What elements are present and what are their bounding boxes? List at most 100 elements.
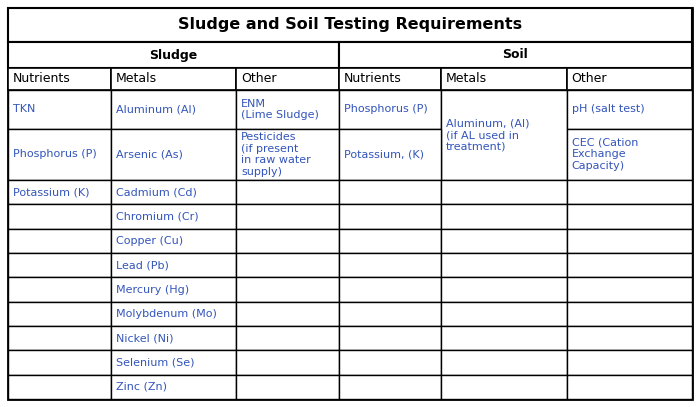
Bar <box>441 350 566 375</box>
Text: Zinc (Zn): Zinc (Zn) <box>116 382 167 392</box>
Text: Metals: Metals <box>116 72 157 85</box>
Bar <box>441 68 566 90</box>
Text: Soil: Soil <box>503 48 528 61</box>
Bar <box>111 204 236 229</box>
Bar <box>111 90 236 129</box>
Bar <box>339 68 441 90</box>
Bar <box>236 375 339 399</box>
Bar <box>8 204 111 229</box>
Bar <box>111 180 236 204</box>
Bar <box>8 180 111 204</box>
Text: Aluminum (Al): Aluminum (Al) <box>116 105 195 114</box>
Bar <box>8 375 111 399</box>
Text: Other: Other <box>572 72 607 85</box>
Bar <box>8 42 339 68</box>
Bar <box>339 90 441 129</box>
Bar <box>8 129 111 180</box>
Bar <box>236 180 339 204</box>
Bar <box>441 204 566 229</box>
Bar <box>8 68 111 90</box>
Bar <box>441 253 566 277</box>
Bar <box>111 253 236 277</box>
Bar <box>339 253 441 277</box>
Text: Potassium, (K): Potassium, (K) <box>344 149 424 160</box>
Bar <box>566 180 692 204</box>
Bar <box>566 229 692 253</box>
Text: Sludge: Sludge <box>149 48 197 61</box>
Bar <box>236 350 339 375</box>
Bar <box>236 90 339 129</box>
Bar <box>566 68 692 90</box>
Text: Mercury (Hg): Mercury (Hg) <box>116 284 189 295</box>
Bar <box>8 229 111 253</box>
Bar <box>8 90 111 129</box>
Bar <box>111 129 236 180</box>
Bar <box>339 204 441 229</box>
Bar <box>441 180 566 204</box>
Bar <box>8 8 692 42</box>
Bar <box>441 277 566 302</box>
Bar <box>236 204 339 229</box>
Text: Molybdenum (Mo): Molybdenum (Mo) <box>116 309 216 319</box>
Bar <box>111 302 236 326</box>
Text: Pesticides
(if present
in raw water
supply): Pesticides (if present in raw water supp… <box>241 132 311 177</box>
Text: Aluminum, (Al)
(if AL used in
treatment): Aluminum, (Al) (if AL used in treatment) <box>446 118 530 152</box>
Bar <box>441 302 566 326</box>
Bar <box>236 326 339 350</box>
Bar <box>111 229 236 253</box>
Text: Nutrients: Nutrients <box>13 72 71 85</box>
Text: ENM
(Lime Sludge): ENM (Lime Sludge) <box>241 98 319 120</box>
Bar <box>111 277 236 302</box>
Bar <box>566 277 692 302</box>
Text: Lead (Pb): Lead (Pb) <box>116 260 169 270</box>
Bar <box>236 229 339 253</box>
Bar <box>566 302 692 326</box>
Text: Arsenic (As): Arsenic (As) <box>116 149 183 160</box>
Bar <box>111 326 236 350</box>
Text: Nickel (Ni): Nickel (Ni) <box>116 333 173 343</box>
Bar <box>441 375 566 399</box>
Bar <box>566 129 692 180</box>
Bar <box>339 42 692 68</box>
Text: Potassium (K): Potassium (K) <box>13 187 90 197</box>
Text: CEC (Cation
Exchange
Capacity): CEC (Cation Exchange Capacity) <box>572 138 638 171</box>
Bar <box>339 277 441 302</box>
Bar <box>339 229 441 253</box>
Text: TKN: TKN <box>13 105 36 114</box>
Text: Cadmium (Cd): Cadmium (Cd) <box>116 187 197 197</box>
Bar <box>8 277 111 302</box>
Text: pH (salt test): pH (salt test) <box>572 105 644 114</box>
Bar <box>8 302 111 326</box>
Bar <box>111 375 236 399</box>
Text: Nutrients: Nutrients <box>344 72 401 85</box>
Bar <box>111 350 236 375</box>
Bar <box>441 229 566 253</box>
Text: Selenium (Se): Selenium (Se) <box>116 357 194 368</box>
Bar <box>236 277 339 302</box>
Bar <box>8 350 111 375</box>
Text: Phosphorus (P): Phosphorus (P) <box>344 105 427 114</box>
Bar <box>236 302 339 326</box>
Bar <box>8 253 111 277</box>
Bar <box>566 90 692 129</box>
Bar <box>339 326 441 350</box>
Bar <box>566 326 692 350</box>
Text: Phosphorus (P): Phosphorus (P) <box>13 149 97 160</box>
Bar <box>566 350 692 375</box>
Bar <box>566 204 692 229</box>
Bar <box>236 253 339 277</box>
Bar <box>339 350 441 375</box>
Text: Copper (Cu): Copper (Cu) <box>116 236 183 246</box>
Text: Chromium (Cr): Chromium (Cr) <box>116 212 198 221</box>
Text: Metals: Metals <box>446 72 487 85</box>
Bar <box>8 326 111 350</box>
Bar <box>339 129 441 180</box>
Text: Sludge and Soil Testing Requirements: Sludge and Soil Testing Requirements <box>178 18 522 33</box>
Bar <box>111 68 236 90</box>
Bar <box>566 253 692 277</box>
Bar <box>339 375 441 399</box>
Bar <box>339 302 441 326</box>
Bar <box>236 129 339 180</box>
Bar <box>339 180 441 204</box>
Bar <box>566 375 692 399</box>
